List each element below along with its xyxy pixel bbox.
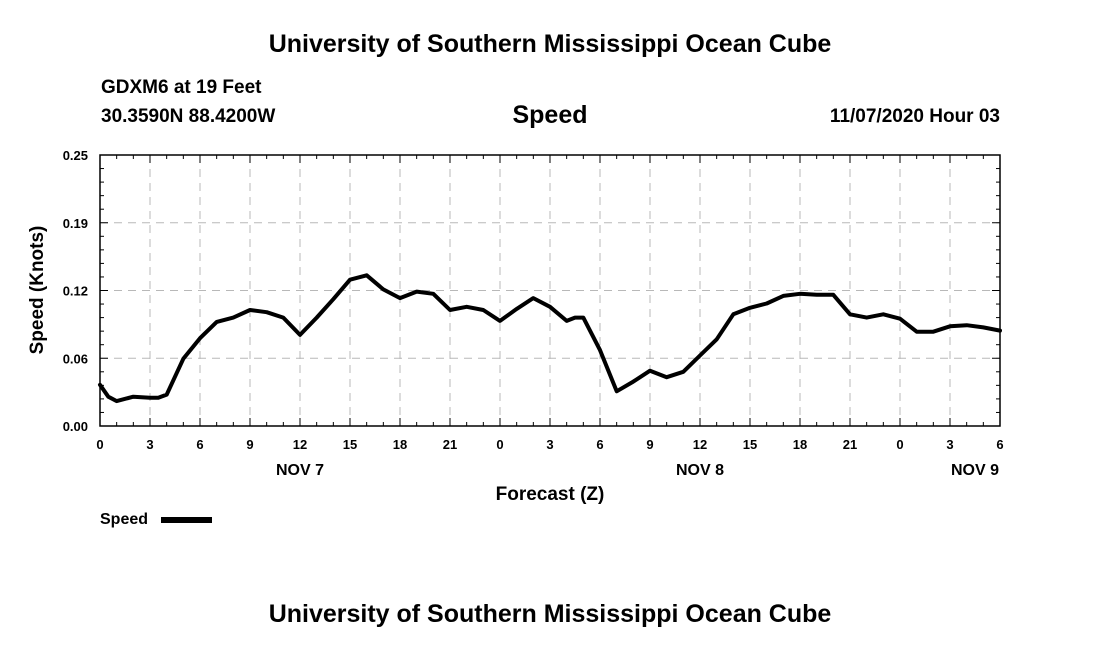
x-tick-label: 0 <box>496 437 503 452</box>
x-tick-label: 9 <box>246 437 253 452</box>
x-tick-label: 3 <box>146 437 153 452</box>
day-label: NOV 9 <box>951 462 999 479</box>
legend-swatch <box>161 517 212 523</box>
grid-layer <box>100 155 1000 426</box>
x-tick-label: 15 <box>743 437 757 452</box>
chart-title: Speed <box>512 101 588 129</box>
x-tick-label: 12 <box>693 437 707 452</box>
station-label: GDXM6 at 19 Feet <box>101 77 262 98</box>
x-tick-label: 21 <box>443 437 457 452</box>
x-tick-label: 18 <box>393 437 407 452</box>
y-tick-label: 0.12 <box>63 284 88 299</box>
x-tick-label: 6 <box>196 437 203 452</box>
x-tick-label: 3 <box>546 437 553 452</box>
y-tick-label: 0.19 <box>63 216 88 231</box>
x-tick-label: 0 <box>896 437 903 452</box>
x-tick-label: 6 <box>596 437 603 452</box>
date-label: 11/07/2020 Hour 03 <box>829 106 1000 127</box>
x-axis-title: Forecast (Z) <box>496 484 605 505</box>
speed-chart: 0 3 6 9 12 15 18 21 0 3 6 9 12 15 18 21 0 3 6 0.00 0.06 0.12 0… <box>27 148 1004 528</box>
y-axis-title: Speed (Knots) <box>27 226 48 355</box>
x-tick-label: 3 <box>946 437 953 452</box>
plot-frame <box>99 154 1001 427</box>
y-tick-label: 0.06 <box>63 351 88 366</box>
x-tick-label: 21 <box>843 437 857 452</box>
x-tick-label: 18 <box>793 437 807 452</box>
x-tick-label: 15 <box>343 437 357 452</box>
y-tick-label: 0.00 <box>63 419 88 434</box>
location-label: 30.3590N 88.4200W <box>101 106 276 127</box>
y-tick-label: 0.25 <box>63 148 88 163</box>
day-label: NOV 8 <box>676 462 724 479</box>
footer-title: University of Southern Mississippi Ocean… <box>268 600 832 628</box>
label-layer: 0 3 6 9 12 15 18 21 0 3 6 9 12 15 18 21 0 3 6 0.00 0.06 0.12 0… <box>63 148 1004 479</box>
x-tick-label: 12 <box>293 437 307 452</box>
x-tick-label: 0 <box>96 437 103 452</box>
day-label: NOV 7 <box>276 462 324 479</box>
page-title: University of Southern Mississippi Ocean… <box>268 30 832 58</box>
speed-series-line <box>98 273 1002 404</box>
x-tick-label: 6 <box>996 437 1003 452</box>
legend-label: Speed <box>100 511 148 528</box>
x-tick-label: 9 <box>646 437 653 452</box>
